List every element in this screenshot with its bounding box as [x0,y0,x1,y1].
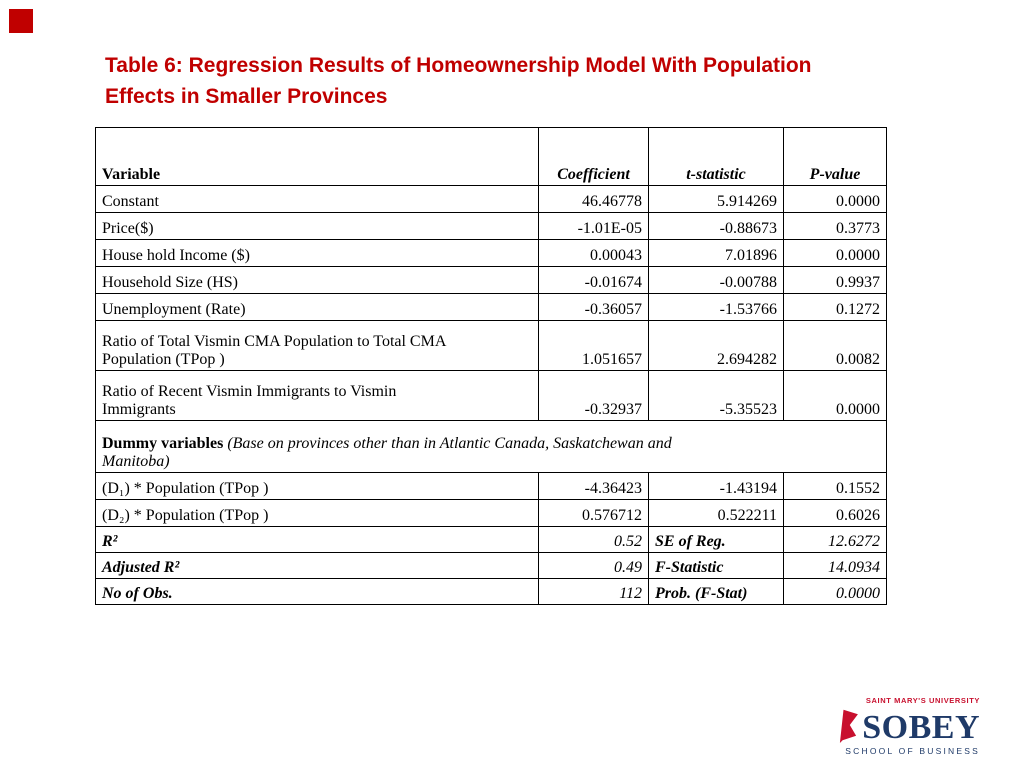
cell-p-value: 0.0082 [783,320,887,371]
cell-stat-value: 0.52 [538,526,649,553]
cell-p-value: 0.0000 [783,370,887,421]
cell-t-statistic: 2.694282 [648,320,784,371]
table-row-d1-population: (D₁) * Population (TPop ) -4.36423 -1.43… [95,472,887,500]
table-row-r-squared: R² 0.52 SE of Reg. 12.6272 [95,526,887,553]
cell-variable: Unemployment (Rate) [95,293,539,321]
cell-variable: Price($) [95,212,539,240]
cell-stat-label: Adjusted R² [95,552,539,579]
cell-variable: Constant [95,185,539,213]
cell-coefficient: 1.051657 [538,320,649,371]
cell-variable: Ratio of Recent Vismin Immigrants to Vis… [95,370,539,421]
slide-title: Table 6: Regression Results of Homeowner… [105,54,812,108]
cell-t-statistic: -0.00788 [648,266,784,294]
table-row-price: Price($) -1.01E-05 -0.88673 0.3773 [95,212,887,240]
cell-coefficient: -1.01E-05 [538,212,649,240]
cell-p-value: 0.0000 [783,185,887,213]
cell-p-value: 0.1552 [783,472,887,500]
col-header-coefficient: Coefficient [538,127,649,186]
col-header-p-value: P-value [783,127,887,186]
cell-stat-label-2: F-Statistic [648,552,784,579]
cell-stat-label: R² [95,526,539,553]
table-row-constant: Constant 46.46778 5.914269 0.0000 [95,185,887,213]
table-row-d2-population: (D₂) * Population (TPop ) 0.576712 0.522… [95,499,887,527]
cell-p-value: 0.3773 [783,212,887,240]
cell-p-value: 0.1272 [783,293,887,321]
cell-coefficient: 0.00043 [538,239,649,267]
table-row-household-income: House hold Income ($) 0.00043 7.01896 0.… [95,239,887,267]
cell-stat-label: No of Obs. [95,578,539,605]
cell-t-statistic: 5.914269 [648,185,784,213]
cell-stat-label-2: Prob. (F-Stat) [648,578,784,605]
col-header-variable: Variable [95,127,539,186]
table-row-unemployment: Unemployment (Rate) -0.36057 -1.53766 0.… [95,293,887,321]
cell-variable: (D₂) * Population (TPop ) [95,499,539,527]
cell-variable: Ratio of Total Vismin CMA Population to … [95,320,539,371]
cell-stat-value-2: 12.6272 [783,526,887,553]
accent-square [9,9,33,33]
cell-variable: Household Size (HS) [95,266,539,294]
cell-t-statistic: -5.35523 [648,370,784,421]
table-row-household-size: Household Size (HS) -0.01674 -0.00788 0.… [95,266,887,294]
cell-coefficient: 0.576712 [538,499,649,527]
table-header-row: Variable Coefficient t-statistic P-value [95,127,887,186]
cell-p-value: 0.9937 [783,266,887,294]
cell-stat-value-2: 14.0934 [783,552,887,579]
saint-marys-university-label: SAINT MARY'S UNIVERSITY [865,696,980,705]
cell-coefficient: -0.32937 [538,370,649,421]
cell-p-value: 0.6026 [783,499,887,527]
sobey-wordmark: SOBEY [862,709,980,747]
cell-coefficient: -4.36423 [538,472,649,500]
dummy-variables-label: Dummy variables [102,435,224,452]
cell-coefficient: -0.01674 [538,266,649,294]
table-row-dummy-variables-note: Dummy variables (Base on provinces other… [95,420,887,473]
cell-stat-value-2: 0.0000 [783,578,887,605]
cell-coefficient: -0.36057 [538,293,649,321]
sobey-flag-icon [840,709,859,743]
cell-t-statistic: -1.53766 [648,293,784,321]
cell-t-statistic: 7.01896 [648,239,784,267]
cell-p-value: 0.0000 [783,239,887,267]
school-of-business-label: SCHOOL OF BUSINESS [845,746,980,756]
cell-dummy-variables: Dummy variables (Base on provinces other… [95,420,887,473]
cell-t-statistic: 0.522211 [648,499,784,527]
table-row-no-of-obs: No of Obs. 112 Prob. (F-Stat) 0.0000 [95,578,887,605]
sobey-logo-main: SOBEY [805,707,980,747]
cell-variable: House hold Income ($) [95,239,539,267]
table-row-vismin-population-ratio: Ratio of Total Vismin CMA Population to … [95,320,887,371]
cell-variable: (D₁) * Population (TPop ) [95,472,539,500]
regression-results-table: Variable Coefficient t-statistic P-value… [95,127,887,605]
dummy-variables-note: (Base on provinces other than in Atlanti… [102,435,672,470]
cell-t-statistic: -1.43194 [648,472,784,500]
table-row-recent-immigrants-ratio: Ratio of Recent Vismin Immigrants to Vis… [95,370,887,421]
cell-stat-label-2: SE of Reg. [648,526,784,553]
cell-t-statistic: -0.88673 [648,212,784,240]
cell-coefficient: 46.46778 [538,185,649,213]
cell-stat-value: 0.49 [538,552,649,579]
col-header-t-statistic: t-statistic [648,127,784,186]
cell-stat-value: 112 [538,578,649,605]
table-row-adjusted-r-squared: Adjusted R² 0.49 F-Statistic 14.0934 [95,552,887,579]
sobey-logo: SAINT MARY'S UNIVERSITY SOBEY SCHOOL OF … [805,696,980,756]
